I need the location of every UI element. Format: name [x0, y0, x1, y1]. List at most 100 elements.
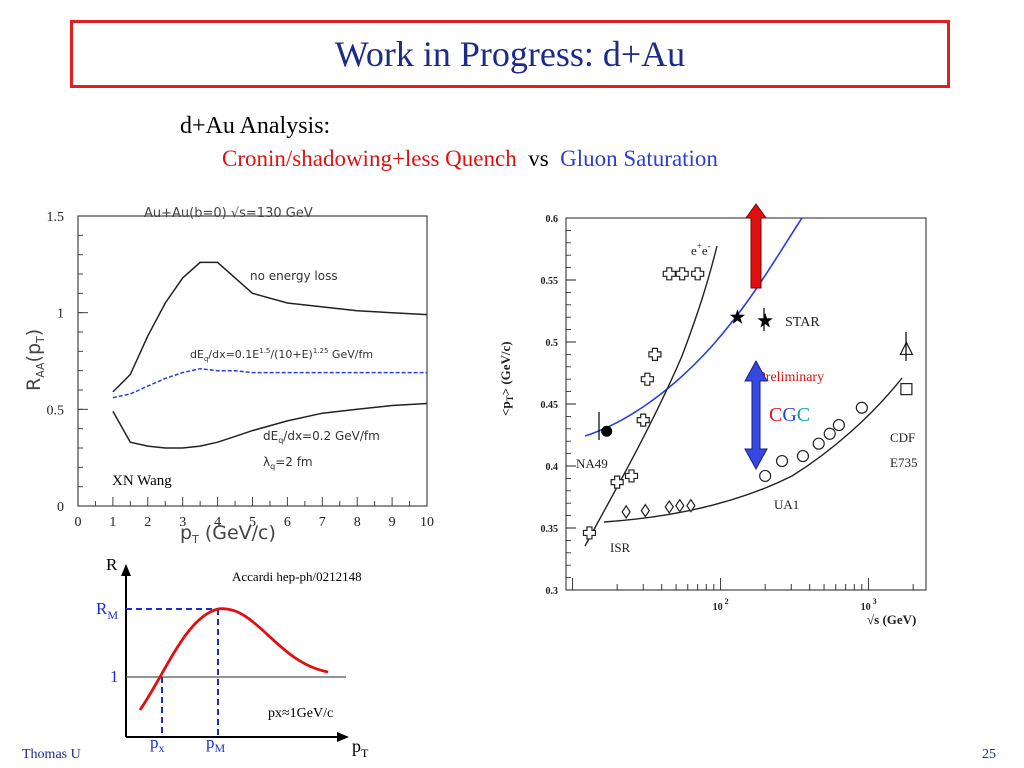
meanpt-marker-isr [640, 503, 651, 518]
raa-ticks: 0 1 2 3 4 5 6 7 8 9 10 0 0.5 1 1.5 [47, 210, 435, 530]
raa-xtick-label: 2 [144, 515, 151, 530]
raa-curve-no-loss [112, 261, 428, 393]
meanpt-marker-isr [675, 498, 685, 513]
meanpt-label-star: STAR [785, 315, 820, 330]
meanpt-xtick-exponent: 2 [725, 597, 729, 606]
meanpt-marker-isr [621, 504, 631, 519]
raa-xtick-label: 9 [389, 515, 396, 530]
analysis-right-text: Gluon Saturation [560, 146, 718, 171]
meanpt-label-isr: ISR [610, 540, 631, 555]
cartoon-ratio-curve [138, 607, 329, 711]
raa-ytick-label: 0.5 [47, 403, 65, 418]
slide-title: Work in Progress: d+Au [334, 34, 686, 74]
raa-curve-variable-loss [112, 367, 427, 399]
cartoon-rm-label: RM [96, 599, 118, 622]
meanpt-marker-ee [675, 267, 689, 281]
raa-xtick-label: 5 [249, 515, 256, 530]
meanpt-marker-ua1 [775, 454, 789, 468]
meanpt-ytick-label: 0.35 [541, 524, 559, 535]
analysis-label: d+Au Analysis: [180, 113, 331, 139]
meanpt-label-na49: NA49 [576, 456, 608, 471]
meanpt-label-e735: E735 [890, 455, 917, 470]
raa-label-low: dEq/dx=0.2 GeV/fm [263, 429, 380, 445]
raa-credit-box [109, 468, 201, 492]
meanpt-marker-ee [582, 526, 597, 540]
raa-xtick-label: 7 [319, 515, 326, 530]
meanpt-ytick-label: 0.55 [541, 276, 559, 287]
raa-ytick-label: 1.5 [47, 210, 65, 225]
meanpt-ytick-label: 0.6 [546, 214, 559, 225]
meanpt-marker-ua1 [823, 427, 836, 440]
cartoon-one-label: 1 [110, 667, 119, 686]
meanpt-marker-ee [691, 267, 705, 281]
meanpt-ytick-label: 0.5 [546, 338, 559, 349]
raa-xtick-label: 6 [284, 515, 291, 530]
meanpt-cgc-curve [584, 217, 803, 437]
meanpt-marker-na49 [601, 425, 613, 437]
meanpt-marker-ua1 [812, 437, 825, 450]
meanpt-marker-star [757, 312, 773, 328]
raa-figure: Au+Au(b=0) √s=130 GeV 0 1 2 3 4 5 6 7 8 9 10 0 0.5 1 1… [23, 206, 435, 546]
meanpt-marker-ua1 [855, 401, 868, 414]
analysis-vs-text: vs [528, 146, 549, 171]
raa-xtick-label: 0 [75, 515, 82, 530]
cartoon-credit: Accardi hep-ph/0212148 [232, 569, 362, 584]
cartoon-y-axis-label: R [106, 555, 118, 574]
raa-credit: XN Wang [112, 473, 172, 489]
slide-title-box: Work in Progress: d+Au [70, 20, 950, 88]
meanpt-ee-curve [584, 245, 718, 547]
meanpt-xlabel: √s (GeV) [867, 612, 916, 627]
meanpt-marker-ee [640, 372, 654, 386]
meanpt-marker-ee [610, 475, 624, 489]
meanpt-ylabel: <pT> (GeV/c) [498, 341, 515, 416]
meanpt-red-arrow [745, 203, 767, 289]
raa-header: Au+Au(b=0) √s=130 GeV [144, 206, 313, 221]
meanpt-ytick-label: 0.45 [541, 400, 559, 411]
meanpt-marker-ua1 [832, 418, 846, 432]
raa-xtick-label: 10 [420, 515, 434, 530]
page-number: 25 [982, 747, 996, 762]
meanpt-blue-arrow [744, 359, 768, 471]
meanpt-label-ua1: UA1 [774, 497, 799, 512]
meanpt-frame [565, 217, 927, 591]
cartoon-note: px≈1GeV/c [268, 706, 333, 721]
meanpt-cgc-label: CGC [769, 404, 810, 426]
meanpt-markers [582, 267, 914, 540]
cartoon-x-arrow [337, 732, 349, 742]
meanpt-marker-isr [664, 499, 674, 515]
footer-author: Thomas U [22, 747, 81, 762]
meanpt-marker-e735 [900, 383, 913, 396]
meanpt-label-prelim: Preliminary [758, 370, 824, 385]
meanpt-xtick-label: 10 [713, 602, 723, 613]
cartoon-figure: R RM 1 px pM pT Accardi hep-ph/0212148 p… [96, 555, 369, 760]
meanpt-ytick-label: 0.3 [546, 586, 559, 597]
raa-label-no-loss: no energy loss [250, 269, 338, 283]
raa-label-mid: dEq/dx=0.1E1.5/(10+E)1.25 GeV/fm [190, 347, 373, 363]
meanpt-marker-ee [636, 413, 650, 427]
meanpt-label-cdf: CDF [890, 430, 915, 445]
raa-curves [112, 261, 428, 449]
meanpt-marker-ee [662, 267, 676, 281]
meanpt-isr-curve [603, 377, 903, 523]
analysis-left-text: Cronin/shadowing+less Quench [222, 146, 517, 171]
meanpt-ytick-label: 0.4 [546, 462, 559, 473]
raa-curve-constant-loss [112, 402, 428, 449]
raa-xtick-label: 8 [354, 515, 361, 530]
raa-xtick-label: 1 [109, 515, 116, 530]
meanpt-marker-star [729, 309, 746, 324]
meanpt-xtick-exponent: 3 [873, 597, 877, 606]
raa-label-lambda: λq=2 fm [263, 455, 313, 471]
cartoon-pm-label: pM [206, 733, 226, 755]
raa-xlabel: pT (GeV/c) [180, 522, 276, 546]
raa-frame [77, 215, 428, 507]
raa-xtick-label: 3 [179, 515, 186, 530]
raa-ylabel: RAA(pT) [23, 329, 47, 391]
cartoon-y-arrow [121, 564, 131, 576]
raa-xtick-label: 4 [214, 515, 221, 530]
meanpt-marker-ua1 [796, 449, 810, 463]
cartoon-px-label: px [150, 733, 165, 755]
raa-ytick-label: 0 [57, 500, 64, 515]
meanpt-label-ee: e+e- [691, 241, 711, 258]
